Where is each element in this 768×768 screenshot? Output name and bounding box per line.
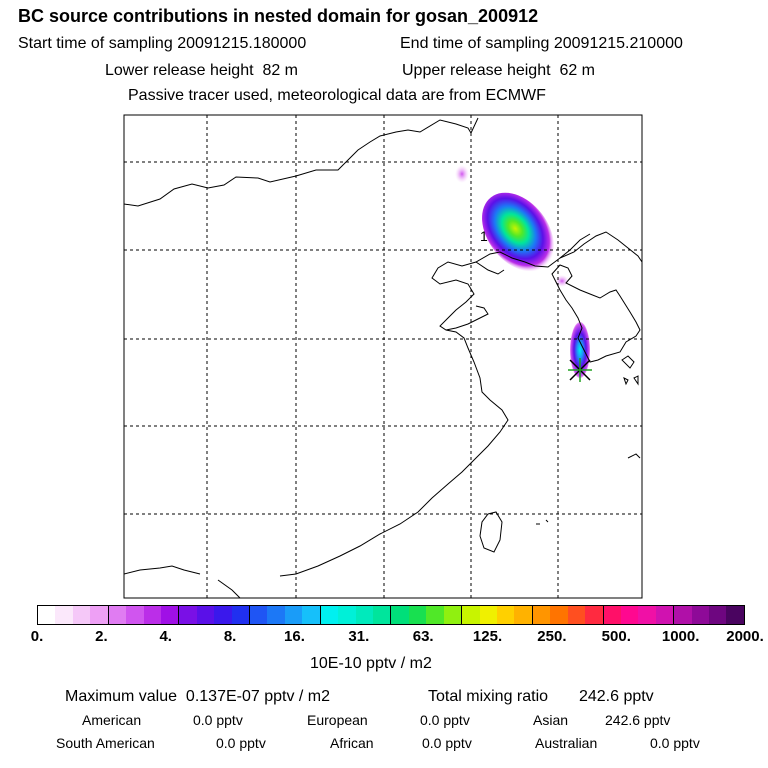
colorbar-segment (709, 606, 727, 624)
colorbar-segment (108, 606, 127, 624)
start-label: Start time of sampling (18, 35, 173, 52)
sampling-end: End time of sampling 20091215.210000 (400, 35, 683, 53)
graticule (124, 115, 642, 598)
colorbar-segment (655, 606, 675, 624)
upper-release-height: Upper release height 62 m (402, 62, 595, 80)
chart-title: BC source contributions in nested domain… (18, 6, 539, 26)
colorbar-segment (462, 606, 480, 624)
lower-label: Lower release height (105, 62, 254, 79)
gosan-receptor-marker (568, 358, 592, 382)
colorbar-segment (496, 606, 515, 624)
colorbar-segment (726, 606, 744, 624)
colorbar-tick-label: 8. (223, 628, 237, 645)
max-number: 0.137E-07 pptv / m2 (185, 688, 331, 705)
colorbar-segment (72, 606, 91, 624)
lower-release-height: Lower release height 82 m (105, 62, 298, 80)
map-frame (123, 114, 643, 599)
asian-label: Asian (533, 712, 569, 728)
colorbar-segment (514, 606, 533, 624)
colorbar (37, 605, 745, 625)
colorbar-segment (160, 606, 180, 624)
asian-value: 242.6 pptv (605, 712, 671, 728)
lower-value: 82 m (262, 62, 299, 79)
colorbar-segment (302, 606, 321, 624)
colorbar-segment (179, 606, 197, 624)
colorbar-tick-label: 63. (412, 628, 434, 645)
colorbar-segment (674, 606, 692, 624)
colorbar-units: 10E-10 pptv / m2 (310, 655, 432, 672)
colorbar-segment (196, 606, 215, 624)
colorbar-segment (267, 606, 285, 624)
colorbar-tick-label: 250. (537, 628, 567, 645)
colorbar-segment (691, 606, 710, 624)
plume-tail (455, 165, 469, 183)
colorbar-tick-label: 16. (284, 628, 305, 645)
colorbar-segment (214, 606, 232, 624)
colorbar-segment (250, 606, 268, 624)
colorbar-segment (55, 606, 73, 624)
coastlines (124, 117, 642, 598)
colorbar-tick-label: 500. (601, 628, 631, 645)
european-value: 0.0 pptv (420, 712, 470, 728)
american-label: American (82, 712, 142, 728)
colorbar-tick-label: 0. (30, 628, 44, 645)
upper-label: Upper release height (402, 62, 551, 79)
colorbar-segment (90, 606, 109, 624)
american-value: 0.0 pptv (193, 712, 243, 728)
colorbar-segment (638, 606, 656, 624)
start-value: 20091215.180000 (177, 35, 307, 52)
colorbar-segment (443, 606, 463, 624)
australian-label: Australian (535, 735, 598, 751)
colorbar-segment (143, 606, 161, 624)
end-value: 20091215.210000 (553, 35, 683, 52)
colorbar-segment (126, 606, 144, 624)
colorbar-tick-label: 1000. (661, 628, 700, 645)
colorbar-tick-label: 2000. (726, 628, 764, 645)
colorbar-segment (620, 606, 639, 624)
colorbar-tick-label: 31. (348, 628, 370, 645)
colorbar-segment (38, 606, 56, 624)
colorbar-segment (567, 606, 586, 624)
sampling-start: Start time of sampling 20091215.180000 (18, 35, 306, 53)
total-mixing: Total mixing ratio 242.6 pptv (428, 688, 654, 706)
south-american-label: South American (56, 735, 155, 751)
colorbar-segment (408, 606, 427, 624)
max-value: Maximum value 0.137E-07 pptv / m2 (65, 688, 330, 706)
australian-value: 0.0 pptv (650, 735, 700, 751)
colorbar-segment (479, 606, 497, 624)
colorbar-segment (532, 606, 551, 624)
african-label: African (330, 735, 374, 751)
colorbar-segment (373, 606, 392, 624)
max-label: Maximum value (65, 688, 178, 705)
total-label: Total mixing ratio (428, 688, 549, 705)
colorbar-segment (231, 606, 251, 624)
south-american-value: 0.0 pptv (216, 735, 266, 751)
european-label: European (307, 712, 368, 728)
colorbar-segment (550, 606, 568, 624)
colorbar-segment (585, 606, 604, 624)
end-label: End time of sampling (400, 35, 550, 52)
model-note: Passive tracer used, meteorological data… (128, 87, 546, 104)
colorbar-segment (391, 606, 409, 624)
colorbar-segment (603, 606, 621, 624)
plume-label: 1 (480, 228, 488, 244)
colorbar-tick-label: 4. (159, 628, 172, 645)
upper-value: 62 m (559, 62, 596, 79)
colorbar-segment (338, 606, 356, 624)
colorbar-segment (355, 606, 374, 624)
total-number: 242.6 pptv (578, 688, 654, 705)
colorbar-tick-label: 2. (95, 628, 108, 645)
colorbar-segment (284, 606, 303, 624)
colorbar-segment (426, 606, 444, 624)
colorbar-tick-label: 125. (472, 628, 503, 645)
african-value: 0.0 pptv (422, 735, 472, 751)
colorbar-segment (320, 606, 339, 624)
